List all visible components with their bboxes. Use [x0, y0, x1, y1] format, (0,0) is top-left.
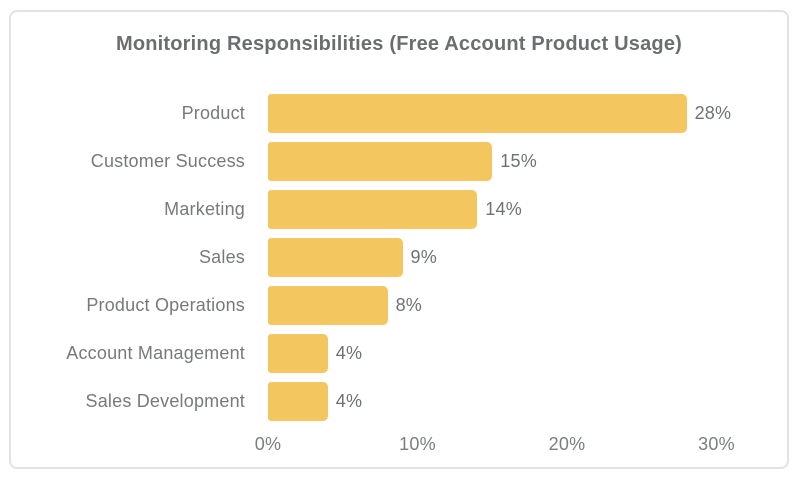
value-label: 8% [395, 295, 423, 315]
category-label: Account Management [66, 343, 245, 363]
category-label: Sales [198, 247, 245, 267]
value-label: 28% [694, 103, 732, 123]
value-label: 9% [410, 247, 437, 267]
value-label: 14% [485, 199, 522, 219]
x-axis-tick-label: 10% [399, 434, 436, 454]
value-label: 15% [500, 151, 537, 171]
bar [268, 142, 493, 181]
bar [268, 334, 328, 373]
bar [268, 94, 687, 133]
x-axis-tick-label: 30% [698, 434, 735, 454]
chart-title: Monitoring Responsibilities (Free Accoun… [115, 33, 683, 55]
bar [268, 286, 388, 325]
category-label: Marketing [164, 199, 245, 219]
category-label: Customer Success [90, 151, 245, 171]
category-label: Sales Development [85, 391, 245, 411]
x-axis-tick-label: 0% [254, 434, 282, 454]
bar [268, 238, 403, 277]
bar [268, 382, 328, 421]
category-label: Product Operations [86, 295, 245, 315]
category-label: Product [181, 103, 245, 123]
value-label: 4% [335, 343, 363, 363]
bar [268, 190, 478, 229]
value-label: 4% [335, 391, 363, 411]
x-axis-tick-label: 20% [548, 434, 586, 454]
